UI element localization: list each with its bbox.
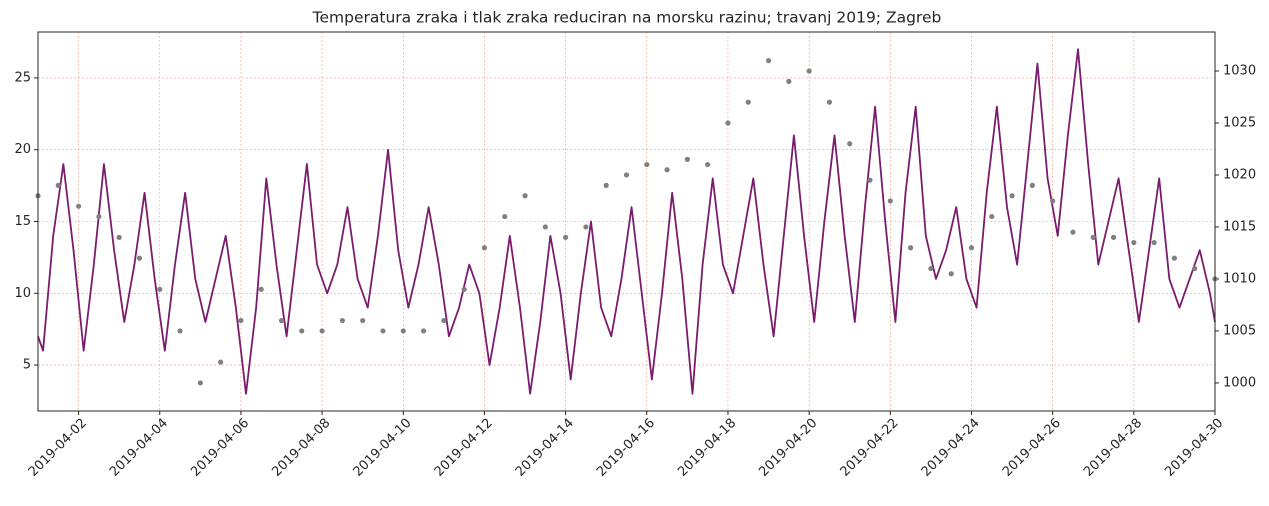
pressure-dot [1192,265,1198,272]
pressure-dot [136,255,143,261]
pressure-dot [765,57,772,64]
x-tick-label: 2019-04-14 [513,416,577,480]
pressure-dot [339,317,345,324]
y2-tick-label: 1005 [1223,323,1256,338]
pressure-dot [177,328,183,334]
pressure-dot [725,120,731,126]
pressure-dot [887,198,893,204]
pressure-dot [1171,255,1178,261]
pressure-dot [1070,229,1076,235]
temperature-line [37,48,1216,395]
pressure-dot [299,328,305,334]
x-tick-label: 2019-04-18 [675,416,739,480]
pressure-dot [441,317,447,324]
y2-tick-label: 1025 [1223,115,1256,130]
x-tick-label: 2019-04-22 [838,416,902,480]
pressure-dot [968,245,975,251]
pressure-dot [705,161,711,168]
x-tick-label: 2019-04-02 [26,416,90,480]
y-tick-label: 5 [23,358,31,373]
pressure-dot [502,213,508,220]
y2-tick-label: 1020 [1223,167,1256,182]
plot-frame [37,31,1216,412]
pressure-dot [847,141,853,147]
chart-title: Temperatura zraka i tlak zraka reduciran… [312,9,942,27]
pressure-dot [908,245,914,251]
pressure-dot [1090,234,1096,240]
pressure-dot [644,161,650,168]
pressure-dot [948,271,954,277]
pressure-dot [684,156,690,162]
pressure-dot [197,380,203,386]
pressure-dot [583,224,589,230]
x-tick-label: 2019-04-06 [188,416,252,480]
y-tick-label: 10 [14,286,31,301]
pressure-dot [319,328,325,334]
pressure-dot [1029,182,1035,188]
x-tick-label: 2019-04-08 [269,416,333,480]
y-tick-label: 15 [14,214,31,229]
pressure-dot [1131,239,1137,246]
x-tick-label: 2019-04-30 [1162,416,1226,480]
pressure-dot [806,68,812,74]
pressure-dot [96,213,102,220]
y-tick-label: 20 [14,142,31,157]
pressure-dot [989,213,995,220]
pressure-dot [826,99,833,105]
pressure-dot [218,359,224,365]
pressure-dot [664,167,670,173]
pressure-dot [522,193,528,199]
pressure-dot [928,265,934,272]
pressure-dot [867,177,873,183]
pressure-dot [75,203,82,209]
y-tick-label: 25 [14,70,31,85]
pressure-dot [745,99,751,105]
pressure-dot [481,245,488,251]
pressure-dot [461,286,467,292]
pressure-dot [157,286,163,292]
pressure-dot [55,182,61,188]
pressure-dot [542,224,548,230]
pressure-dot [420,328,427,334]
pressure-dot [278,317,285,324]
x-tick-label: 2019-04-04 [107,416,171,480]
pressure-dot [1110,234,1117,240]
x-tick-label: 2019-04-10 [351,416,415,480]
x-tick-label: 2019-04-28 [1081,416,1145,480]
pressure-dot [623,172,630,178]
pressure-dot [1151,239,1157,246]
x-tick-label: 2019-04-12 [432,416,496,480]
pressure-dot [238,317,244,324]
x-tick-label: 2019-04-20 [756,416,820,480]
pressure-dot [786,78,792,84]
pressure-dot [603,182,609,188]
x-tick-label: 2019-04-26 [1000,416,1064,480]
pressure-dot [1050,198,1056,204]
pressure-dot [360,317,366,324]
x-tick-label: 2019-04-24 [919,416,983,480]
y2-tick-label: 1030 [1223,63,1256,78]
pressure-dot [380,328,386,334]
pressure-dot [400,328,406,334]
y2-tick-label: 1010 [1223,271,1256,286]
x-tick-label: 2019-04-16 [594,416,658,480]
pressure-dot [1009,193,1015,199]
y2-tick-label: 1015 [1223,219,1256,234]
pressure-dot [563,234,569,240]
y2-tick-label: 1000 [1223,375,1256,390]
pressure-dot [258,286,264,292]
pressure-dot [116,234,122,240]
